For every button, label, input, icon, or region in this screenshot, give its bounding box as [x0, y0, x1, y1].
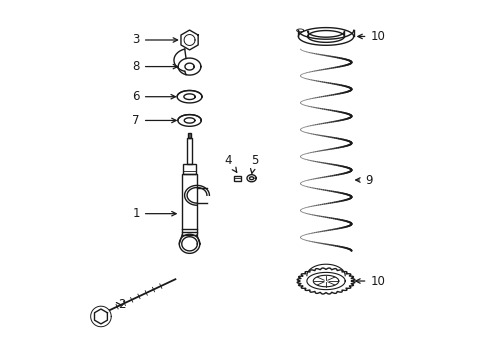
Text: 6: 6 [132, 90, 175, 103]
Text: 10: 10 [357, 30, 385, 43]
Text: 5: 5 [250, 154, 258, 174]
Bar [233, 176, 241, 181]
Text: 3: 3 [132, 33, 177, 46]
Text: 4: 4 [224, 154, 236, 172]
Text: 1: 1 [132, 207, 176, 220]
Bar [187, 133, 191, 138]
Bar [183, 164, 196, 174]
Bar [182, 174, 197, 235]
Bar [187, 138, 191, 164]
Text: 7: 7 [132, 114, 176, 127]
Text: 10: 10 [355, 275, 385, 288]
Text: 9: 9 [355, 174, 372, 186]
Text: 8: 8 [132, 60, 177, 73]
Text: 2: 2 [116, 298, 125, 311]
